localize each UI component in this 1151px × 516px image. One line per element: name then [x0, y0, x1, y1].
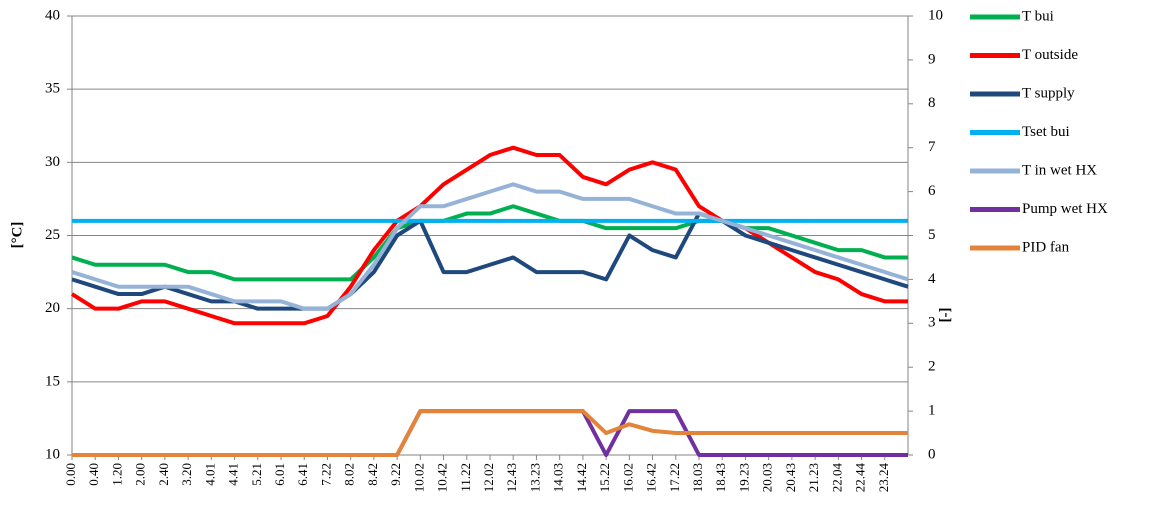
series-line [71, 211, 909, 311]
x-tick-label: 5.21 [249, 463, 264, 486]
legend-label: T in wet HX [1022, 162, 1097, 178]
legend-label: Tset bui [1022, 124, 1070, 140]
legend-label: T outside [1022, 47, 1078, 63]
x-tick-label: 4.41 [226, 463, 241, 486]
x-tick-label: 17.22 [667, 463, 682, 492]
x-tick-label: 20.03 [760, 463, 775, 492]
x-tick-label: 0.40 [86, 463, 101, 486]
legend-label: T bui [1022, 8, 1054, 24]
y-tick-label: 15 [45, 373, 60, 389]
legend-label: T supply [1022, 85, 1075, 101]
x-tick-label: 16.02 [620, 463, 635, 492]
y2-tick-label: 10 [928, 7, 943, 23]
series-line [72, 409, 908, 457]
x-tick-label: 16.42 [644, 463, 659, 492]
y-tick-label: 30 [45, 154, 60, 170]
series-line [71, 182, 909, 311]
x-tick-label: 11.22 [458, 463, 473, 492]
x-tick-label: 13.23 [527, 463, 542, 492]
y2-tick-label: 5 [928, 227, 936, 243]
x-tick-label: 23.24 [876, 463, 891, 493]
x-tick-label: 9.22 [388, 463, 403, 486]
x-tick-label: 8.42 [365, 463, 380, 486]
y-tick-label: 40 [45, 7, 60, 23]
x-tick-label: 7.22 [318, 463, 333, 486]
x-tick-label: 4.01 [202, 463, 217, 486]
y-tick-label: 10 [45, 446, 60, 462]
y-axis-label: [°C] [9, 222, 25, 249]
y2-tick-label: 7 [928, 139, 936, 155]
x-tick-label: 12.43 [504, 463, 519, 492]
x-tick-label: 0.00 [63, 463, 78, 486]
y2-tick-label: 8 [928, 95, 936, 111]
y2-tick-label: 4 [928, 271, 936, 287]
x-tick-label: 8.02 [342, 463, 357, 486]
y-tick-label: 25 [45, 227, 60, 243]
x-tick-label: 6.01 [272, 463, 287, 486]
y2-tick-label: 0 [928, 446, 936, 462]
x-tick-label: 6.41 [295, 463, 310, 486]
x-tick-label: 15.22 [597, 463, 612, 492]
x-tick-label: 2.40 [156, 463, 171, 486]
y2-tick-label: 9 [928, 51, 936, 67]
y2-axis-label: [-] [937, 308, 953, 323]
legend-label: PID fan [1022, 239, 1070, 255]
x-tick-label: 12.02 [481, 463, 496, 492]
y2-tick-label: 6 [928, 183, 936, 199]
x-tick-label: 19.23 [736, 463, 751, 492]
legend-label: Pump wet HX [1022, 201, 1108, 217]
x-tick-label: 22.44 [853, 463, 868, 493]
x-tick-label: 20.43 [783, 463, 798, 492]
x-tick-label: 1.20 [109, 463, 124, 486]
y-tick-label: 20 [45, 300, 60, 316]
series-line [71, 204, 908, 282]
x-tick-label: 10.42 [435, 463, 450, 492]
x-tick-label: 14.42 [574, 463, 589, 492]
y2-tick-label: 2 [928, 359, 936, 375]
x-tick-label: 2.00 [133, 463, 148, 486]
x-tick-label: 14.03 [551, 463, 566, 492]
x-tick-label: 18.03 [690, 463, 705, 492]
x-tick-label: 21.23 [806, 463, 821, 492]
x-tick-label: 3.20 [179, 463, 194, 486]
x-tick-label: 10.02 [411, 463, 426, 492]
x-tick-label: 22.04 [829, 463, 844, 493]
y2-tick-label: 1 [928, 403, 936, 419]
x-tick-label: 18.43 [713, 463, 728, 492]
y-tick-label: 35 [45, 81, 60, 97]
y2-tick-label: 3 [928, 315, 936, 331]
